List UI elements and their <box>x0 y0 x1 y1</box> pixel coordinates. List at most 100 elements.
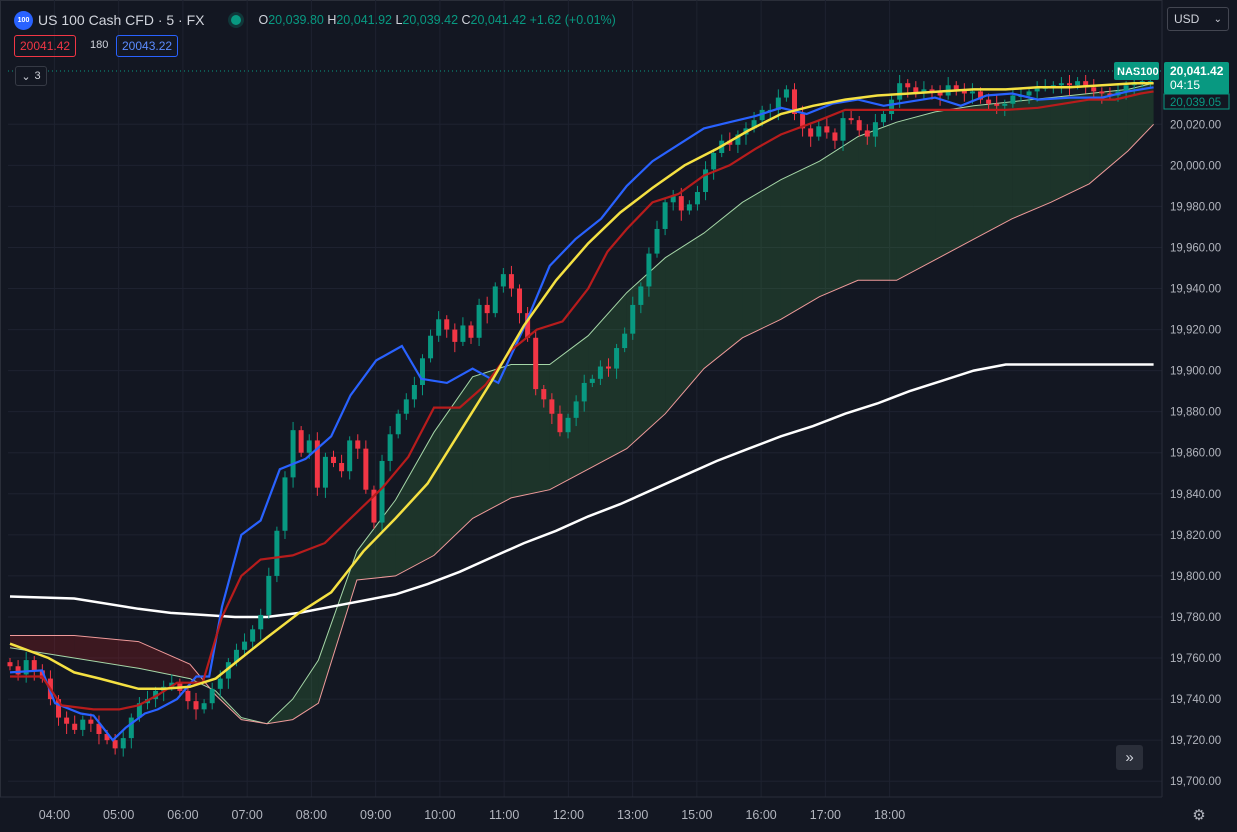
candle-body[interactable] <box>978 91 984 100</box>
candle-body[interactable] <box>120 738 126 749</box>
candle-body[interactable] <box>193 701 199 710</box>
candle-body[interactable] <box>832 132 838 141</box>
candle-body[interactable] <box>258 614 264 630</box>
candle-body[interactable] <box>290 430 296 478</box>
candle-body[interactable] <box>905 83 911 88</box>
symbol-title[interactable]: US 100 Cash CFD · 5 · FX <box>38 12 205 28</box>
candle-body[interactable] <box>379 460 385 523</box>
candle-body[interactable] <box>242 641 248 650</box>
time-axis[interactable]: 04:00 05:00 06:00 07:00 08:00 09:00 10:00 11:00… <box>0 796 1237 832</box>
candle-body[interactable] <box>56 699 62 718</box>
candle-body[interactable] <box>225 662 231 679</box>
candle-body[interactable] <box>783 89 789 98</box>
candle-body[interactable] <box>282 477 288 531</box>
candle-body[interactable] <box>7 662 13 667</box>
candle-body[interactable] <box>856 120 862 131</box>
candle-body[interactable] <box>969 91 975 94</box>
candle-body[interactable] <box>1083 81 1089 88</box>
currency-select[interactable]: USD ⌄ <box>1167 7 1229 31</box>
candle-body[interactable] <box>808 128 814 137</box>
candle-body[interactable] <box>654 228 660 254</box>
candle-body[interactable] <box>961 89 967 94</box>
candle-body[interactable] <box>419 358 425 385</box>
candle-body[interactable] <box>306 440 312 453</box>
candle-body[interactable] <box>39 670 45 679</box>
candle-body[interactable] <box>646 253 652 287</box>
candle-body[interactable] <box>72 723 78 730</box>
candle-body[interactable] <box>800 114 806 129</box>
candle-body[interactable] <box>986 99 992 104</box>
candle-body[interactable] <box>541 389 547 400</box>
candle-body[interactable] <box>274 530 280 576</box>
candle-body[interactable] <box>581 382 587 402</box>
candle-body[interactable] <box>614 348 620 369</box>
candle-body[interactable] <box>517 288 523 314</box>
candle-body[interactable] <box>1026 91 1032 96</box>
candle-body[interactable] <box>444 319 450 330</box>
candle-body[interactable] <box>557 413 563 433</box>
candle-body[interactable] <box>824 126 830 133</box>
candle-body[interactable] <box>694 192 700 205</box>
buy-button[interactable]: 20043.22 <box>116 35 179 57</box>
candle-body[interactable] <box>217 678 223 689</box>
candle-body[interactable] <box>686 204 692 211</box>
candle-body[interactable] <box>371 489 377 523</box>
candle-body[interactable] <box>436 319 442 336</box>
candle-body[interactable] <box>678 196 684 211</box>
candle-body[interactable] <box>670 196 676 203</box>
price-axis[interactable]: 20,020.00 20,000.00 19,980.00 19,960.00 19,9… <box>1114 0 1237 832</box>
candle-body[interactable] <box>864 130 870 137</box>
candle-body[interactable] <box>468 325 474 338</box>
candle-body[interactable] <box>452 329 458 342</box>
candle-body[interactable] <box>31 660 37 671</box>
candle-body[interactable] <box>209 688 215 704</box>
candle-body[interactable] <box>395 413 401 435</box>
sell-button[interactable]: 20041.42 <box>14 35 77 57</box>
candle-body[interactable] <box>266 575 272 615</box>
candle-body[interactable] <box>298 430 304 453</box>
candle-body[interactable] <box>136 703 142 718</box>
candle-body[interactable] <box>1123 85 1129 92</box>
candle-body[interactable] <box>1107 93 1113 96</box>
candle-body[interactable] <box>64 717 70 724</box>
candle-body[interactable] <box>913 87 919 94</box>
candle-body[interactable] <box>735 134 741 145</box>
candle-body[interactable] <box>460 325 466 342</box>
candle-body[interactable] <box>597 366 603 379</box>
candle-body[interactable] <box>484 304 490 314</box>
candle-body[interactable] <box>428 335 434 359</box>
candle-body[interactable] <box>589 378 595 383</box>
candle-body[interactable] <box>953 85 959 90</box>
candle-body[interactable] <box>1147 81 1153 83</box>
candle-body[interactable] <box>897 83 903 100</box>
candle-body[interactable] <box>387 434 393 461</box>
candle-body[interactable] <box>23 660 29 675</box>
candle-body[interactable] <box>339 463 345 472</box>
candle-body[interactable] <box>711 153 717 170</box>
candle-body[interactable] <box>1034 87 1040 92</box>
candle-body[interactable] <box>363 448 369 490</box>
candle-body[interactable] <box>128 717 134 739</box>
candle-body[interactable] <box>15 666 21 675</box>
candle-body[interactable] <box>1091 87 1097 92</box>
candle-body[interactable] <box>565 417 571 433</box>
candle-body[interactable] <box>476 304 482 338</box>
candle-body[interactable] <box>104 734 110 741</box>
candle-body[interactable] <box>525 313 531 338</box>
candle-body[interactable] <box>994 103 1000 106</box>
candle-body[interactable] <box>848 118 854 121</box>
candle-body[interactable] <box>112 740 118 749</box>
candle-body[interactable] <box>937 91 943 96</box>
candle-body[interactable] <box>533 337 539 390</box>
candle-body[interactable] <box>880 114 886 123</box>
candle-body[interactable] <box>1002 103 1008 106</box>
candle-body[interactable] <box>411 384 417 400</box>
candle-body[interactable] <box>355 440 361 449</box>
candle-body[interactable] <box>816 126 822 137</box>
candle-body[interactable] <box>889 99 895 114</box>
candle-body[interactable] <box>233 649 239 663</box>
candle-body[interactable] <box>622 333 628 349</box>
candle-body[interactable] <box>792 89 798 114</box>
candle-body[interactable] <box>347 440 353 472</box>
candle-body[interactable] <box>840 118 846 141</box>
